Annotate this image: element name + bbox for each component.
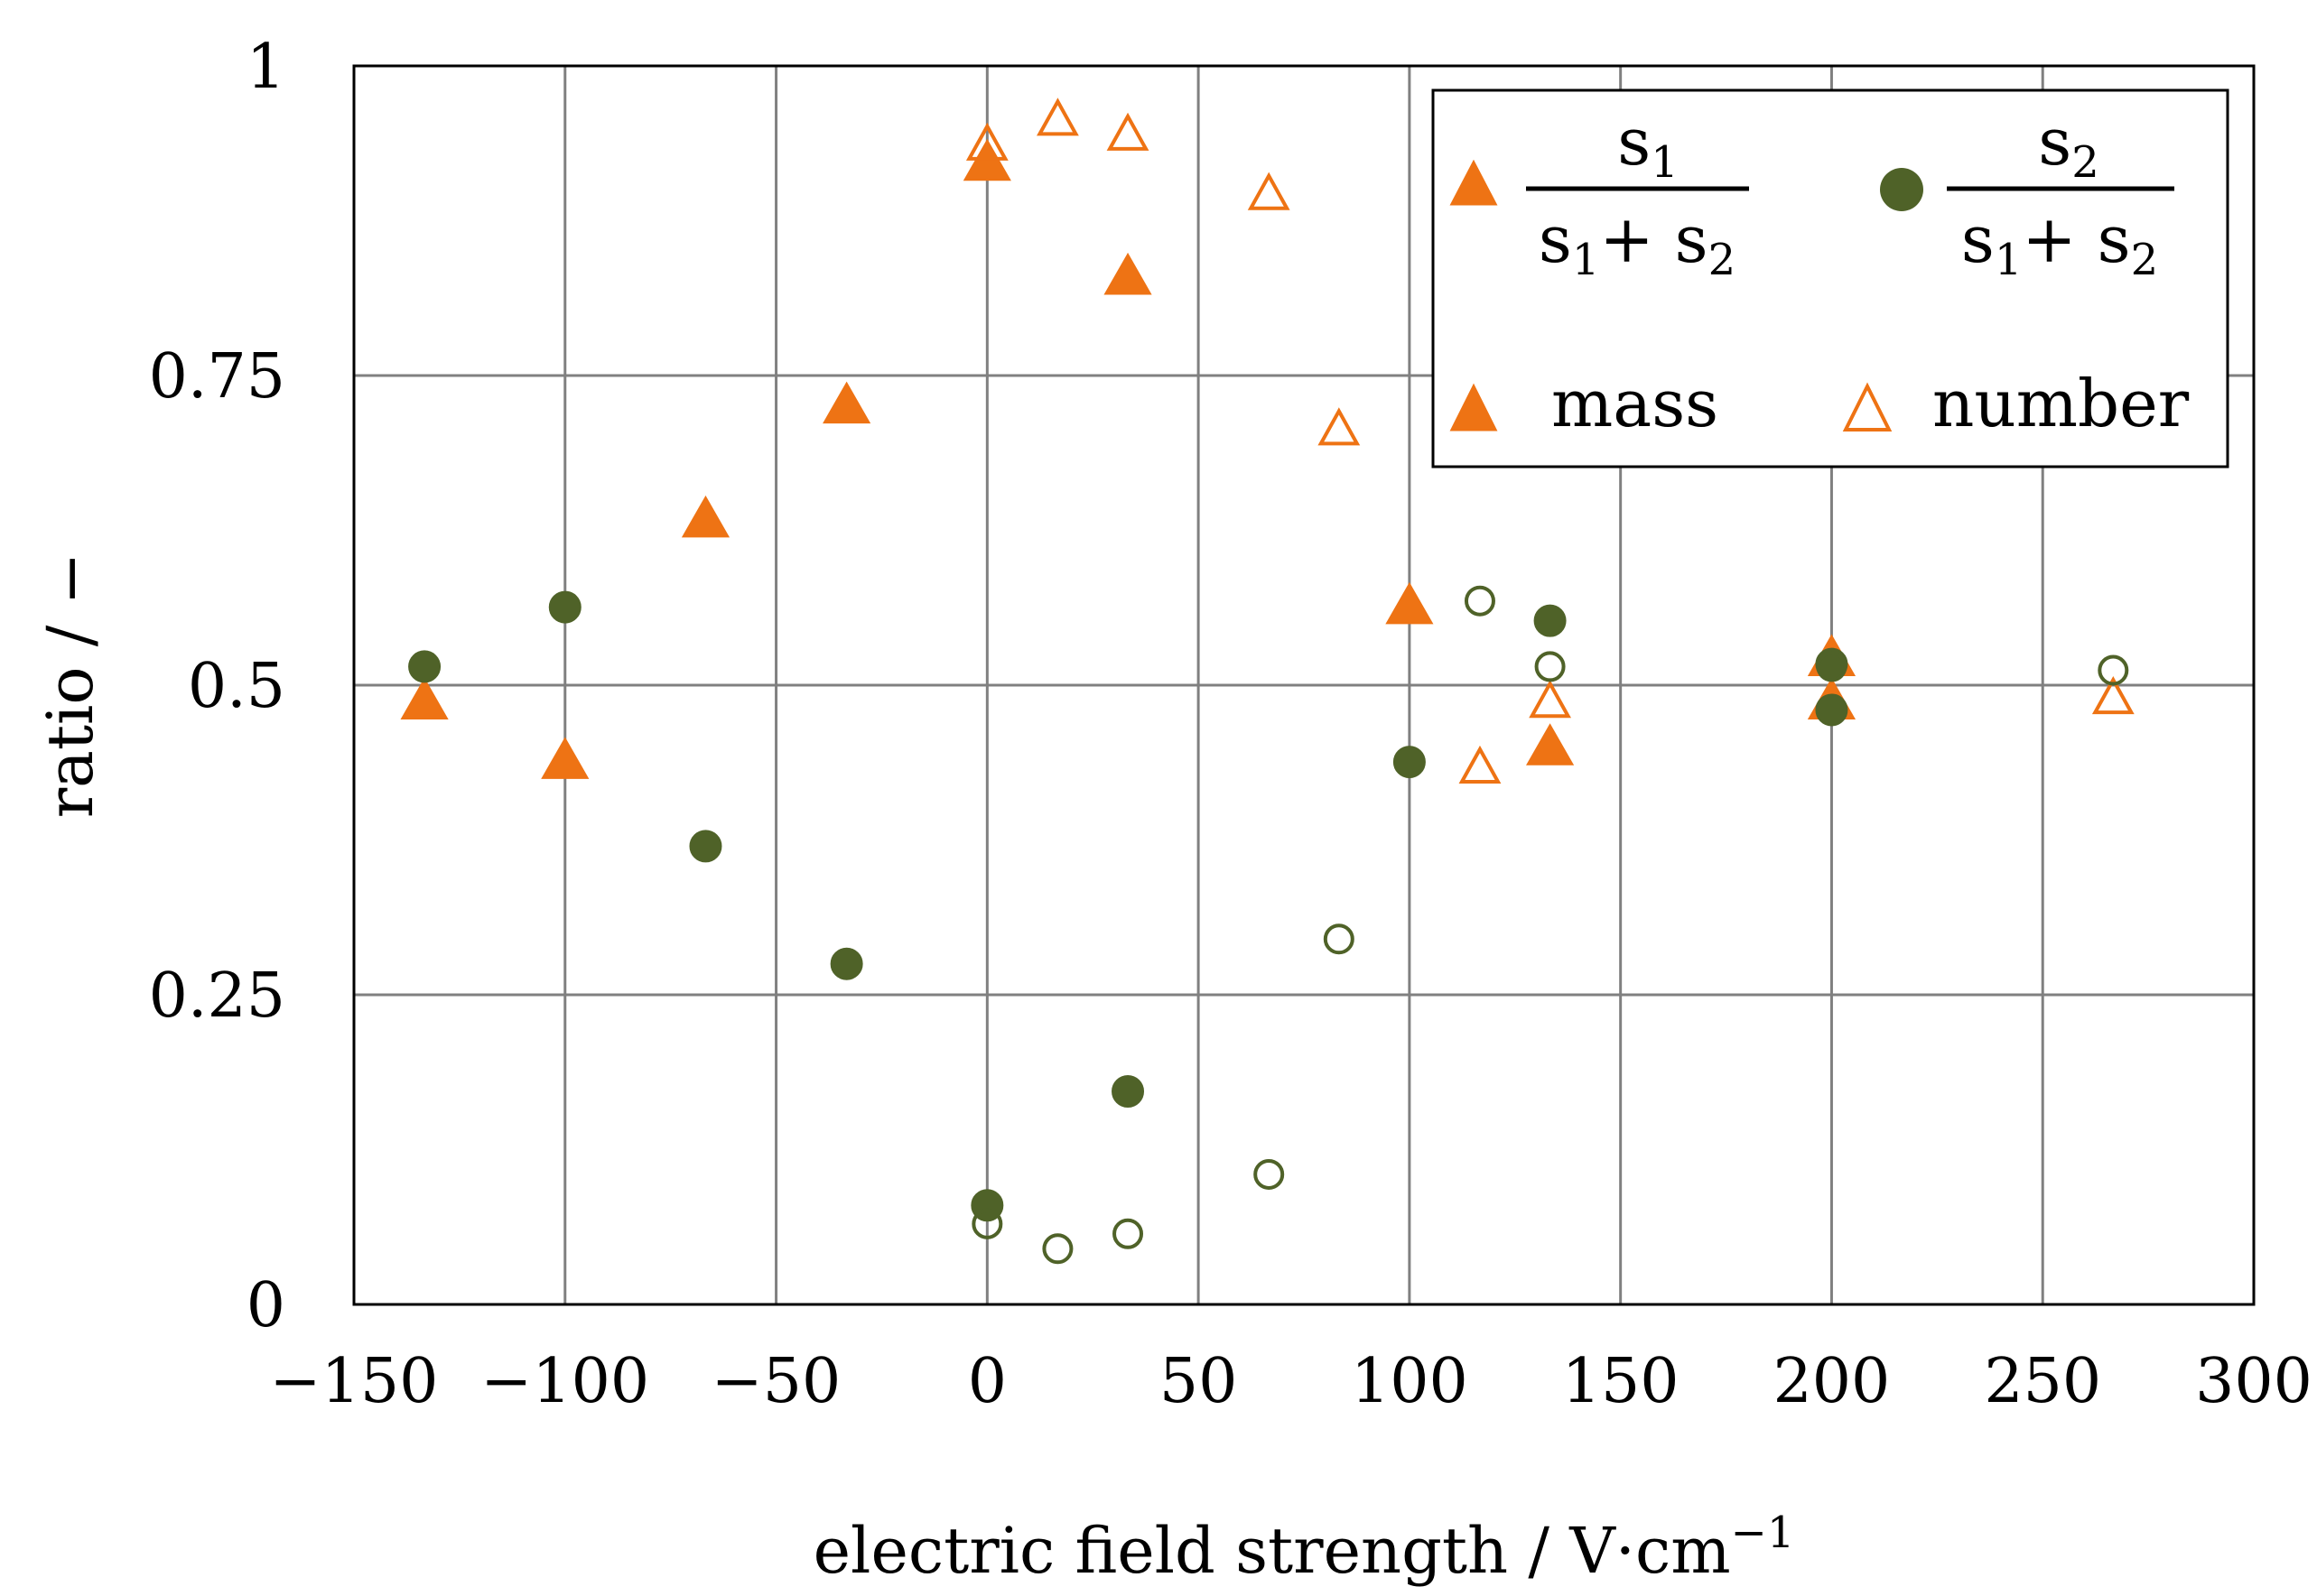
number-s2-circle-point — [1464, 585, 1495, 617]
x-tick-label: −50 — [712, 1346, 842, 1417]
y-tick-label: 0.5 — [188, 651, 285, 722]
mass-s1-triangle-point — [1103, 252, 1152, 295]
mass-s2-circle-point — [1392, 746, 1426, 779]
number-s1-triangle-point — [1317, 407, 1361, 446]
plot-frame — [352, 64, 2256, 1306]
legend-s2-numerator: s2 — [2038, 104, 2099, 188]
number-s2-circle-point — [1816, 651, 1847, 682]
number-s2-circle-point — [1112, 1218, 1144, 1249]
x-axis-title: electric field strength / V·cm−1 — [814, 1508, 1795, 1588]
x-tick-label: 50 — [1159, 1346, 1238, 1417]
x-tick-label: 100 — [1351, 1346, 1468, 1417]
x-tick-label: 300 — [2195, 1346, 2312, 1417]
x-tick-label: 0 — [968, 1346, 1007, 1417]
x-tick-label: −100 — [480, 1346, 649, 1417]
mass-s2-circle-point — [548, 590, 582, 624]
mass-s1-triangle-point — [823, 381, 871, 424]
x-tick-label: −150 — [270, 1346, 439, 1417]
number-s1-triangle-point — [965, 122, 1009, 161]
legend-s1-numerator: s1 — [1617, 104, 1679, 188]
y-tick-label: 0.25 — [149, 960, 285, 1032]
mass-s2-circle-point — [1112, 1075, 1145, 1109]
y-tick-label: 0 — [247, 1270, 285, 1341]
x-tick-label: 200 — [1773, 1346, 1891, 1417]
legend-s2-circle-marker — [1880, 168, 1923, 211]
number-s2-circle-point — [1534, 651, 1566, 682]
y-axis-title: ratio / − — [33, 552, 107, 819]
x-tick-label: 150 — [1562, 1346, 1680, 1417]
mass-s2-circle-point — [1815, 693, 1848, 727]
x-tick-label: 250 — [1984, 1346, 2101, 1417]
number-s1-triangle-point — [1106, 112, 1149, 151]
legend-number-marker — [1842, 382, 1893, 431]
number-s1-triangle-point — [1458, 745, 1502, 784]
mass-s2-circle-point — [689, 830, 722, 863]
number-s2-circle-point — [1253, 1158, 1285, 1190]
number-s1-triangle-point — [1247, 172, 1290, 210]
legend-s2-denominator: s1+ s2 — [1961, 201, 2158, 285]
mass-s2-circle-point — [1533, 604, 1567, 637]
legend-s1-triangle-marker — [1449, 159, 1498, 206]
number-s2-circle-point — [2098, 654, 2129, 686]
number-s2-circle-point — [1323, 923, 1354, 955]
legend-mass-label: mass — [1551, 366, 1718, 441]
mass-s1-triangle-point — [1385, 581, 1434, 625]
number-s1-triangle-point — [2091, 676, 2135, 715]
y-tick-label: 0.75 — [149, 341, 285, 413]
legend: s1 s1+ s2 s2 s1+ s2 mass number — [1431, 88, 2229, 469]
data-points — [400, 97, 2135, 1265]
y-tick-label: 1 — [247, 32, 285, 103]
number-s2-circle-point — [1042, 1233, 1074, 1265]
legend-mass-marker — [1449, 383, 1498, 431]
legend-number-label: number — [1932, 366, 2190, 441]
mass-s2-circle-point — [408, 650, 442, 683]
mass-s1-triangle-point — [1526, 723, 1575, 766]
y-axis-ticks: 0 0.25 0.5 0.75 1 — [149, 32, 285, 1341]
mass-s1-triangle-point — [681, 495, 730, 538]
legend-box — [1431, 88, 2229, 469]
mass-s1-triangle-point — [400, 677, 449, 720]
legend-s1-denominator: s1+ s2 — [1539, 201, 1735, 285]
number-s1-triangle-point — [1529, 680, 1571, 719]
mass-s2-circle-point — [830, 947, 863, 980]
number-s1-triangle-point — [1037, 97, 1079, 136]
x-axis-ticks: −150 −100 −50 0 50 100 150 200 250 300 — [270, 1346, 2312, 1417]
number-s2-circle-point — [972, 1208, 1003, 1239]
mass-s1-triangle-point — [541, 737, 590, 779]
